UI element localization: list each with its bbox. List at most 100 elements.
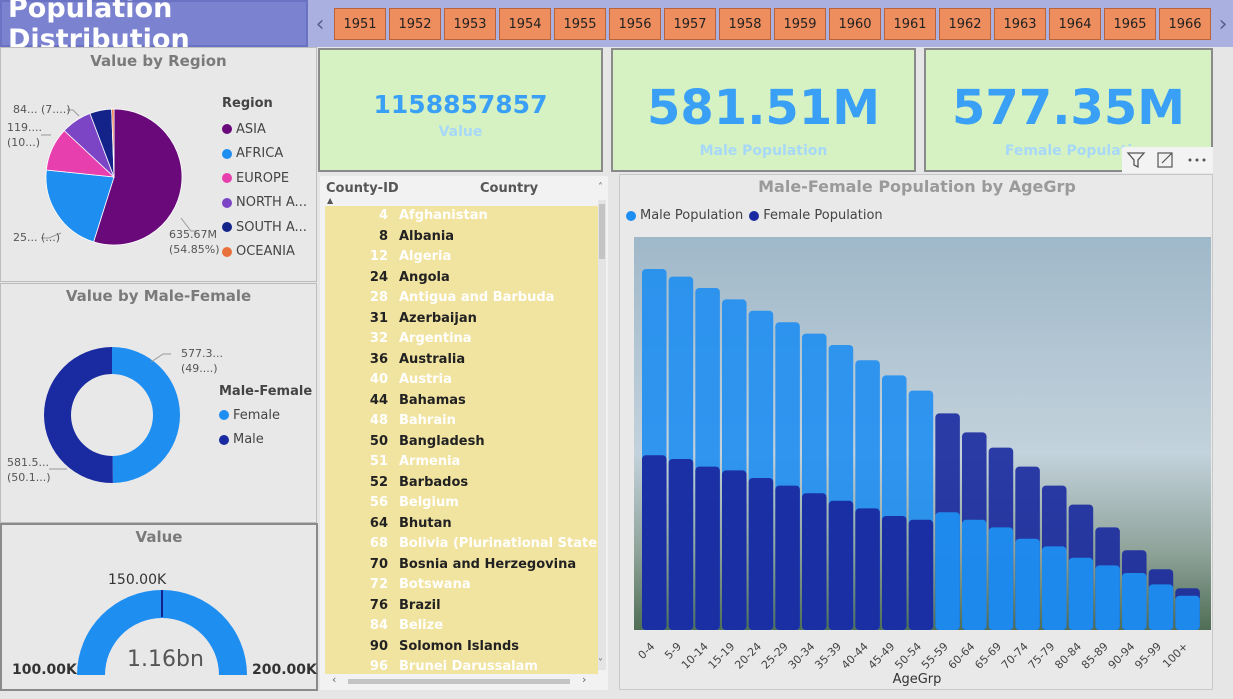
table-row[interactable]: 36 Australia bbox=[325, 350, 598, 371]
table-row[interactable]: 52 Barbados bbox=[325, 473, 598, 494]
male-area-60-64[interactable] bbox=[962, 519, 987, 630]
male-area-85-89[interactable] bbox=[1095, 565, 1120, 630]
table-row[interactable]: 50 Bangladesh bbox=[325, 432, 598, 453]
year-button-1966[interactable]: 1966 bbox=[1159, 8, 1211, 40]
region-legend-title: Region bbox=[222, 96, 273, 111]
gender-slice-female[interactable] bbox=[112, 347, 181, 483]
year-button-1964[interactable]: 1964 bbox=[1049, 8, 1101, 40]
table-row[interactable]: 4 Afghanistan bbox=[325, 206, 598, 227]
table-row[interactable]: 96 Brunei Darussalam bbox=[325, 657, 598, 674]
horizontal-scrollbar[interactable] bbox=[330, 677, 598, 685]
area-chart-svg[interactable]: 0-4 5-910-1415-1920-2425-2930-3435-3940-4… bbox=[620, 175, 1214, 691]
region-slice-africa[interactable] bbox=[45, 169, 115, 243]
header-county-id[interactable]: County-ID bbox=[326, 181, 399, 196]
table-row[interactable]: 32 Argentina bbox=[325, 329, 598, 350]
legend-label: ASIA bbox=[236, 121, 266, 137]
region-pie-chart[interactable] bbox=[1, 48, 318, 283]
table-row[interactable]: 90 Solomon Islands bbox=[325, 637, 598, 658]
region-legend-item[interactable]: OCEANIA bbox=[222, 240, 307, 265]
year-button-1962[interactable]: 1962 bbox=[939, 8, 991, 40]
year-button-1958[interactable]: 1958 bbox=[719, 8, 771, 40]
region-slice-oceania[interactable] bbox=[111, 108, 115, 178]
female-area-25-29[interactable] bbox=[775, 485, 800, 630]
region-legend-item[interactable]: SOUTH A... bbox=[222, 215, 307, 240]
year-button-1957[interactable]: 1957 bbox=[664, 8, 716, 40]
gauge-target-label: 150.00K bbox=[108, 572, 167, 588]
year-button-1961[interactable]: 1961 bbox=[884, 8, 936, 40]
female-area-15-19[interactable] bbox=[722, 470, 747, 630]
x-tick-label: 0-4 bbox=[636, 640, 658, 662]
female-area-40-44[interactable] bbox=[855, 508, 880, 630]
year-button-1953[interactable]: 1953 bbox=[444, 8, 496, 40]
region-legend-item[interactable]: EUROPE bbox=[222, 166, 307, 191]
cell-country: Bahamas bbox=[399, 392, 466, 408]
female-legend-dot bbox=[749, 210, 760, 221]
region-legend-item[interactable]: NORTH A... bbox=[222, 191, 307, 216]
year-button-1954[interactable]: 1954 bbox=[499, 8, 551, 40]
table-row[interactable]: 76 Brazil bbox=[325, 596, 598, 617]
female-area-50-54[interactable] bbox=[908, 519, 934, 630]
table-row[interactable]: 56 Belgium bbox=[325, 493, 598, 514]
region-legend-item[interactable]: ASIA bbox=[222, 117, 307, 142]
more-options-icon[interactable] bbox=[1188, 158, 1206, 162]
next-arrow-icon[interactable]: › bbox=[1218, 11, 1228, 37]
table-row[interactable]: 8 Albania bbox=[325, 227, 598, 248]
table-row[interactable]: 64 Bhutan bbox=[325, 514, 598, 535]
scroll-up-icon[interactable]: ˄ bbox=[598, 182, 603, 193]
gauge-value-label: 1.16bn bbox=[127, 647, 204, 672]
table-row[interactable]: 31 Azerbaijan bbox=[325, 309, 598, 330]
year-button-1965[interactable]: 1965 bbox=[1104, 8, 1156, 40]
male-area-55-59[interactable] bbox=[935, 512, 960, 630]
male-area-65-69[interactable] bbox=[988, 527, 1014, 630]
horizontal-scroll-thumb[interactable] bbox=[348, 679, 570, 684]
focus-mode-icon[interactable] bbox=[1157, 152, 1173, 168]
scroll-down-icon[interactable]: ˅ bbox=[598, 658, 603, 669]
header-country[interactable]: Country bbox=[480, 181, 539, 196]
year-button-1963[interactable]: 1963 bbox=[994, 8, 1046, 40]
female-area-20-24[interactable] bbox=[748, 478, 774, 630]
male-area-90-94[interactable] bbox=[1122, 573, 1147, 630]
gender-donut-chart[interactable] bbox=[1, 284, 318, 524]
female-area-35-39[interactable] bbox=[828, 500, 854, 630]
female-area-5-9[interactable] bbox=[668, 459, 694, 630]
table-row[interactable]: 70 Bosnia and Herzegovina bbox=[325, 555, 598, 576]
vertical-scroll-thumb[interactable] bbox=[599, 204, 605, 259]
prev-arrow-icon[interactable]: ‹ bbox=[315, 11, 325, 37]
table-row[interactable]: 44 Bahamas bbox=[325, 391, 598, 412]
year-button-1960[interactable]: 1960 bbox=[829, 8, 881, 40]
male-area-100+[interactable] bbox=[1175, 595, 1200, 630]
male-area-75-79[interactable] bbox=[1042, 546, 1067, 630]
year-slicer: ‹ 1951 1952 1953 1954 1955 1956 1957 1958 1959 19… bbox=[308, 0, 1233, 47]
female-area-10-14[interactable] bbox=[695, 466, 720, 630]
region-legend-item[interactable]: AFRICA bbox=[222, 142, 307, 167]
male-area-80-84[interactable] bbox=[1068, 557, 1094, 630]
year-button-1956[interactable]: 1956 bbox=[609, 8, 661, 40]
male-area-95-99[interactable] bbox=[1148, 584, 1174, 630]
gender-slice-male[interactable] bbox=[44, 347, 113, 483]
female-area-30-34[interactable] bbox=[802, 493, 827, 630]
year-button-1955[interactable]: 1955 bbox=[554, 8, 606, 40]
gender-legend-item[interactable]: Male bbox=[219, 428, 312, 453]
female-area-45-49[interactable] bbox=[882, 516, 907, 630]
table-row[interactable]: 28 Antigua and Barbuda bbox=[325, 288, 598, 309]
table-row[interactable]: 24 Angola bbox=[325, 268, 598, 289]
table-row[interactable]: 48 Bahrain bbox=[325, 411, 598, 432]
male-area-70-74[interactable] bbox=[1015, 538, 1040, 630]
table-row[interactable]: 84 Belize bbox=[325, 616, 598, 637]
gauge-chart[interactable] bbox=[2, 525, 320, 693]
year-button-1951[interactable]: 1951 bbox=[334, 8, 386, 40]
scroll-right-icon[interactable]: › bbox=[582, 673, 587, 686]
region-slice-asia[interactable] bbox=[93, 108, 183, 246]
filter-icon[interactable] bbox=[1126, 152, 1146, 169]
year-button-1959[interactable]: 1959 bbox=[774, 8, 826, 40]
vertical-scrollbar[interactable] bbox=[598, 200, 606, 670]
female-area-0-4[interactable] bbox=[642, 455, 667, 630]
table-row[interactable]: 72 Botswana bbox=[325, 575, 598, 596]
gender-legend-item[interactable]: Female bbox=[219, 403, 312, 428]
scroll-left-icon[interactable]: ‹ bbox=[332, 673, 337, 686]
table-row[interactable]: 12 Algeria bbox=[325, 247, 598, 268]
table-row[interactable]: 51 Armenia bbox=[325, 452, 598, 473]
table-row[interactable]: 40 Austria bbox=[325, 370, 598, 391]
table-row[interactable]: 68 Bolivia (Plurinational State of) bbox=[325, 534, 598, 555]
year-button-1952[interactable]: 1952 bbox=[389, 8, 441, 40]
